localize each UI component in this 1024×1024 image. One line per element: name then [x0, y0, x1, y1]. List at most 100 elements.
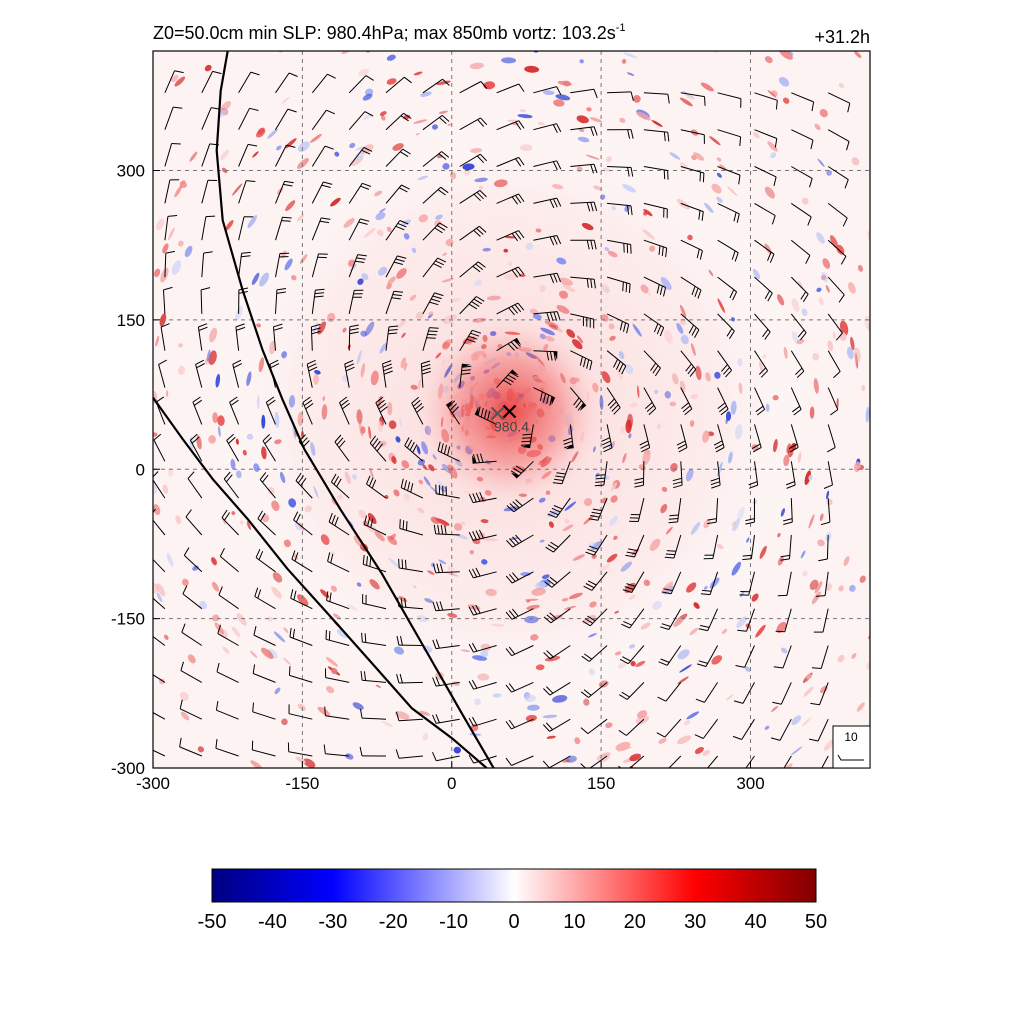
- wind-barb: [696, 645, 719, 667]
- wind-barb: [330, 473, 350, 499]
- wind-barb: [192, 396, 203, 425]
- wind-barb: [570, 276, 596, 289]
- wind-barb: [179, 737, 202, 757]
- wind-barb: [505, 571, 534, 584]
- wind-barb: [311, 217, 331, 241]
- wind-barb: [790, 350, 805, 378]
- wind-barb: [533, 311, 561, 322]
- wind-barb: [737, 608, 755, 632]
- wind-barb: [717, 387, 729, 416]
- wind-barb: [533, 272, 561, 284]
- x-axis: -300 -150 0 150 300: [136, 761, 765, 793]
- wind-barb: [187, 471, 203, 499]
- wind-barb: [656, 718, 682, 738]
- wind-barb: [180, 661, 203, 683]
- wind-barb: [275, 216, 292, 241]
- wind-barb: [257, 510, 276, 536]
- wind-barb: [751, 424, 762, 453]
- wind-barb: [643, 350, 661, 377]
- wind-barb: [643, 313, 665, 337]
- wind-barb: [366, 475, 387, 499]
- wind-barb: [325, 629, 350, 646]
- wind-barb: [543, 645, 571, 660]
- wind-barb: [583, 571, 608, 591]
- wind-barb: [252, 702, 276, 720]
- wind-barb: [396, 635, 423, 646]
- wind-barb: [552, 461, 571, 485]
- wind-barb: [496, 156, 525, 167]
- wind-barb: [680, 239, 703, 260]
- wind-barb: [827, 350, 841, 379]
- y-tick-label: 300: [117, 162, 145, 181]
- wind-barb: [459, 261, 486, 278]
- wind-barb: [445, 400, 461, 425]
- wind-barb: [310, 323, 321, 351]
- wind-barb: [437, 441, 460, 462]
- wind-barb: [398, 558, 423, 573]
- wind-barb: [629, 497, 645, 522]
- wind-barb: [545, 534, 571, 553]
- wind-barb: [533, 123, 562, 134]
- wind-barb: [680, 202, 704, 221]
- wind-barb: [680, 92, 706, 106]
- wind-barb: [717, 166, 741, 185]
- wind-barb: [506, 534, 534, 548]
- wind-barb: [643, 387, 657, 416]
- wind-barb: [153, 471, 166, 499]
- wind-barb: [772, 682, 792, 705]
- wind-barb: [302, 396, 314, 425]
- wind-barb: [664, 534, 682, 559]
- chart-title: Z0=50.0cm min SLP: 980.4hPa; max 850mb v…: [153, 22, 626, 43]
- wind-barb: [468, 529, 497, 541]
- y-tick-label: -300: [111, 759, 145, 778]
- wind-barb: [542, 718, 571, 732]
- wind-barb: [420, 360, 431, 388]
- wind-barb: [201, 143, 219, 167]
- wind-barb: [382, 360, 393, 388]
- wind-barb: [775, 608, 792, 633]
- wind-barb: [201, 70, 222, 94]
- wind-barb: [226, 433, 240, 462]
- wind-barb: [791, 166, 813, 188]
- wind-barb: [606, 387, 621, 415]
- x-tick-label: 0: [447, 774, 456, 793]
- wind-barb: [713, 424, 725, 453]
- wind-barb: [680, 129, 705, 144]
- wind-barb: [754, 92, 778, 110]
- wind-barb: [827, 276, 845, 303]
- wind-barb: [820, 498, 831, 526]
- wind-barb: [459, 117, 488, 131]
- wind-barb: [221, 509, 239, 536]
- wind-barb: [201, 251, 213, 278]
- wind-barb: [295, 472, 313, 499]
- wind-barb: [185, 509, 203, 536]
- wind-barb: [238, 143, 258, 167]
- wind-barb: [153, 433, 166, 462]
- wind-barb: [643, 276, 667, 297]
- wind-barb: [533, 160, 562, 171]
- wind-barb: [606, 350, 627, 375]
- wind-barb: [348, 75, 374, 94]
- wind-barb: [815, 571, 829, 597]
- wind-barb: [359, 746, 387, 757]
- colorbar-tick-label: 50: [805, 911, 827, 933]
- wind-barb: [348, 218, 370, 241]
- wind-barb: [216, 662, 239, 683]
- wind-barb: [433, 524, 460, 536]
- wind-barb: [468, 754, 497, 764]
- wind-barb: [459, 296, 485, 315]
- wind-barb: [422, 151, 450, 167]
- wind-barb: [200, 287, 211, 314]
- wind-barb: [656, 755, 682, 768]
- wind-barb: [496, 120, 525, 131]
- wind-barb: [164, 106, 183, 130]
- wind-barb: [505, 755, 534, 766]
- wind-barb: [153, 597, 166, 610]
- wind-barb: [218, 586, 239, 610]
- wind-barb: [533, 235, 562, 246]
- wind-barb: [580, 718, 608, 734]
- wind-barb: [348, 324, 359, 351]
- wind-barb: [826, 424, 836, 453]
